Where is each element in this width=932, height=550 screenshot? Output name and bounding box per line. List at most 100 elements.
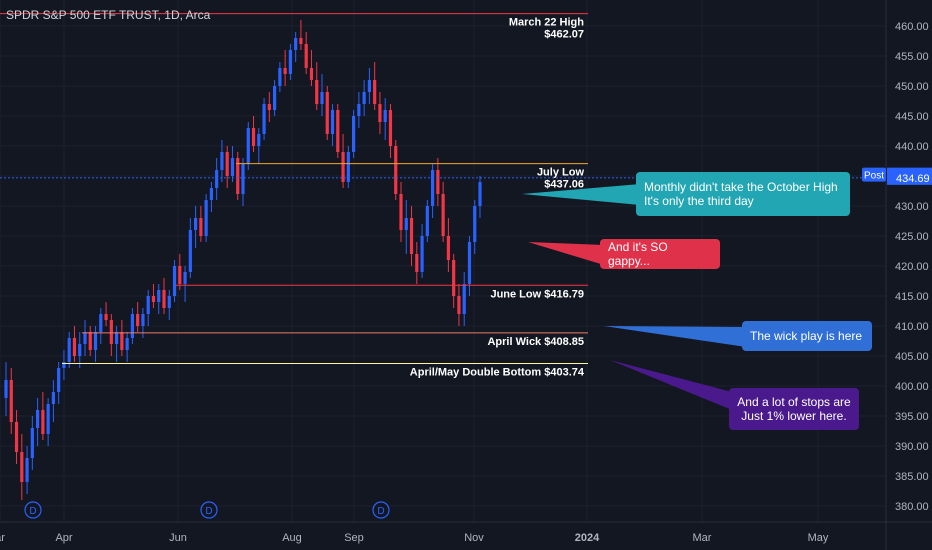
callout-line: Monthly didn't take the October High [644, 180, 838, 194]
candle [209, 182, 213, 212]
callout-monthly: Monthly didn't take the October High It's… [636, 172, 850, 216]
level-label: July Low [537, 167, 585, 179]
level-label-price: $462.07 [544, 29, 584, 41]
candle [130, 308, 134, 344]
callout-pointer [604, 326, 746, 347]
candle-body [325, 92, 329, 134]
candle [157, 284, 161, 314]
candle [441, 182, 445, 242]
candle [125, 332, 129, 362]
candle [4, 362, 8, 416]
price-tick-label: 440.00 [895, 141, 929, 153]
candle [67, 332, 71, 368]
price-axis[interactable]: 380.00 385.00 390.00 395.00 400.00 405.00 410.… [862, 0, 932, 550]
price-tick-label: 420.00 [895, 261, 929, 273]
candle [273, 80, 277, 116]
candle-body [436, 170, 440, 194]
candle [225, 146, 229, 188]
candle [467, 236, 472, 296]
candle-body [288, 50, 292, 74]
candle [167, 290, 171, 320]
candle [457, 284, 461, 326]
candle [262, 98, 266, 140]
dividend-marker [372, 501, 390, 519]
candle-body [41, 410, 45, 434]
callout-wick: The wick play is here [742, 321, 872, 351]
candle-body [357, 104, 361, 116]
price-tick-label: 380.00 [895, 501, 929, 513]
price-tick-label: 415.00 [895, 291, 929, 303]
time-axis[interactable]: ar Apr Jun Aug Sep Nov 2024 Mar May [0, 521, 932, 544]
candle-body [425, 206, 429, 236]
candle [241, 158, 245, 206]
candle [367, 68, 371, 104]
candle-body [99, 314, 103, 332]
candle-body [251, 128, 256, 146]
candle [388, 104, 393, 158]
candle-body [404, 218, 408, 230]
candle [194, 206, 198, 248]
candle [109, 314, 113, 356]
candle-body [78, 344, 82, 356]
candle-body [199, 218, 203, 236]
candle [415, 242, 419, 284]
candle [452, 254, 456, 308]
candle [378, 92, 382, 134]
price-tick-label: 385.00 [895, 471, 929, 483]
callout-gappy: And it's SO gappy... [600, 239, 720, 269]
candle [325, 86, 329, 140]
price-tick-label: 430.00 [895, 201, 929, 213]
price-tick-label: 450.00 [895, 81, 929, 93]
price-tick-label: 460.00 [895, 21, 929, 33]
levels: March 22 High$462.07 July Low$437.06 June … [0, 13, 886, 379]
candle-body [220, 152, 224, 170]
candle [115, 326, 119, 362]
candle-body [420, 236, 424, 272]
candle [120, 320, 124, 356]
candle-body [341, 152, 345, 182]
candle-body [467, 242, 472, 284]
symbol-title[interactable]: SPDR S&P 500 ETF TRUST, 1D, Arca [6, 8, 211, 22]
level-label: April Wick $408.85 [487, 336, 584, 348]
candle [399, 182, 403, 242]
candle [230, 146, 235, 182]
candle [478, 176, 482, 218]
candle-body [167, 296, 171, 308]
candle [257, 128, 261, 164]
candle-body [194, 218, 198, 230]
dividend-marker-label: D [205, 506, 212, 517]
candle [9, 368, 13, 434]
candle-body [452, 260, 456, 296]
candle [62, 350, 66, 380]
candle-body [93, 332, 98, 350]
candle [199, 206, 203, 242]
candle [30, 416, 34, 470]
candle [267, 92, 271, 122]
candle [25, 446, 29, 494]
candle [51, 380, 55, 422]
candle-body [330, 110, 335, 134]
candle [373, 62, 377, 110]
candle [278, 62, 282, 92]
candle [183, 266, 187, 302]
callout-line: Just 1% lower here. [741, 409, 847, 423]
time-tick-label: Mar [693, 532, 712, 544]
candle [172, 260, 177, 302]
candle-body [125, 338, 129, 350]
post-tag [862, 167, 886, 182]
callout-pointers [522, 184, 746, 410]
candle-body [120, 332, 124, 350]
candle-body [178, 266, 182, 284]
candle-body [283, 68, 287, 74]
candle [462, 272, 466, 326]
candle-body [141, 314, 145, 326]
candle-body [257, 134, 261, 146]
candle-body [431, 170, 435, 206]
dividend-marker-label: D [377, 506, 384, 517]
candle [352, 110, 356, 158]
candle [309, 50, 314, 86]
candle-body [362, 92, 366, 104]
candle-body [225, 152, 229, 176]
price-tick-label: 395.00 [895, 411, 929, 423]
